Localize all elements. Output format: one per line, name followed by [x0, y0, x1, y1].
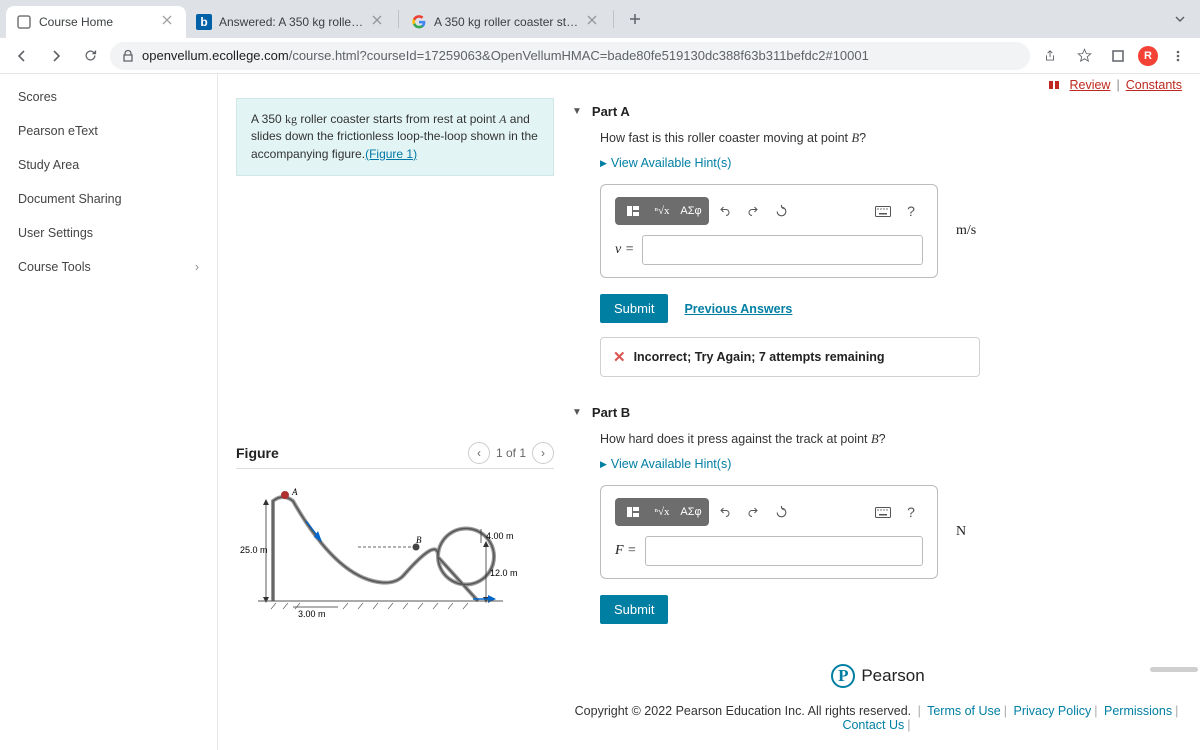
sidebar-item-sharing[interactable]: Document Sharing [0, 182, 217, 216]
undo-icon[interactable] [713, 501, 737, 523]
browser-tab[interactable]: A 350 kg roller coaster starts f… [401, 6, 611, 38]
answer-input-a[interactable] [642, 235, 923, 265]
sidebar-item-study[interactable]: Study Area [0, 148, 217, 182]
tab-title: Course Home [39, 15, 155, 29]
figure-link[interactable]: (Figure 1) [365, 147, 417, 161]
svg-text:4.00 m: 4.00 m [486, 531, 514, 541]
greek-icon[interactable]: ΑΣφ [678, 501, 704, 523]
figure-heading: Figure [236, 445, 279, 461]
share-icon[interactable] [1036, 42, 1064, 70]
scrollbar-thumb[interactable] [1150, 667, 1198, 672]
help-icon[interactable]: ? [899, 501, 923, 523]
undo-icon[interactable] [713, 200, 737, 222]
incorrect-icon: ✕ [613, 348, 626, 366]
profile-avatar[interactable]: R [1138, 46, 1158, 66]
forward-button[interactable] [42, 42, 70, 70]
browser-tab[interactable]: Course Home [6, 6, 186, 38]
bookmark-icon[interactable] [1070, 42, 1098, 70]
tab-favicon [411, 14, 427, 30]
sidebar-item-tools[interactable]: Course Tools› [0, 250, 217, 284]
submit-button-b[interactable]: Submit [600, 595, 668, 624]
review-icon [1049, 78, 1061, 92]
figure-prev-button[interactable]: ‹ [468, 442, 490, 464]
fraction-icon[interactable]: ⁿ√x [649, 501, 675, 523]
previous-answers-link[interactable]: Previous Answers [684, 302, 792, 316]
back-button[interactable] [8, 42, 36, 70]
redo-icon[interactable] [741, 501, 765, 523]
hint-toggle[interactable]: ▶View Available Hint(s) [600, 457, 1184, 471]
tab-title: Answered: A 350 kg roller coa… [219, 15, 365, 29]
pearson-logo: P Pearson [572, 664, 1184, 688]
footer-link-permissions[interactable]: Permissions [1104, 704, 1172, 718]
part-a-question: How fast is this roller coaster moving a… [600, 131, 1184, 146]
format-toolbar: ⁿ√x ΑΣφ [615, 197, 709, 225]
reset-icon[interactable] [769, 200, 793, 222]
browser-toolbar: openvellum.ecollege.com/course.html?cour… [0, 38, 1200, 74]
tab-favicon [16, 14, 32, 30]
collapse-icon: ▼ [572, 106, 582, 117]
svg-text:3.00 m: 3.00 m [298, 609, 326, 619]
format-toolbar: ⁿ√x ΑΣφ [615, 498, 709, 526]
figure-page-indicator: 1 of 1 [496, 446, 526, 460]
collapse-icon: ▼ [572, 407, 582, 418]
template-icon[interactable] [620, 501, 646, 523]
constants-link[interactable]: Constants [1126, 78, 1182, 92]
greek-icon[interactable]: ΑΣφ [678, 200, 704, 222]
answer-box-b: ⁿ√x ΑΣφ ? F = [600, 485, 938, 579]
sidebar: Scores Pearson eText Study Area Document… [0, 74, 218, 750]
variable-label: F = [615, 543, 637, 559]
reading-list-icon[interactable] [1104, 42, 1132, 70]
review-link[interactable]: Review [1069, 78, 1110, 92]
hint-toggle[interactable]: ▶View Available Hint(s) [600, 156, 1184, 170]
svg-text:12.0 m: 12.0 m [490, 568, 518, 578]
svg-text:25.0 m: 25.0 m [240, 545, 268, 555]
footer-link-privacy[interactable]: Privacy Policy [1013, 704, 1091, 718]
variable-label: v = [615, 242, 634, 258]
svg-text:B: B [416, 535, 422, 545]
chevron-right-icon: › [195, 260, 199, 274]
sidebar-item-etext[interactable]: Pearson eText [0, 114, 217, 148]
sidebar-item-scores[interactable]: Scores [0, 80, 217, 114]
feedback-box: ✕ Incorrect; Try Again; 7 attempts remai… [600, 337, 980, 377]
unit-label: m/s [956, 223, 976, 239]
part-a-header[interactable]: ▼ Part A [572, 98, 1184, 131]
answer-input-b[interactable] [645, 536, 924, 566]
browser-tab-strip: Course Home b Answered: A 350 kg roller … [0, 0, 1200, 38]
help-icon[interactable]: ? [899, 200, 923, 222]
footer-link-terms[interactable]: Terms of Use [927, 704, 1001, 718]
tab-favicon: b [196, 14, 212, 30]
answer-box-a: ⁿ√x ΑΣφ ? v = [600, 184, 938, 278]
figure-panel: Figure ‹ 1 of 1 › A [236, 438, 554, 633]
svg-text:A: A [291, 487, 298, 497]
part-b-question: How hard does it press against the track… [600, 432, 1184, 447]
template-icon[interactable] [620, 200, 646, 222]
figure-next-button[interactable]: › [532, 442, 554, 464]
submit-button-a[interactable]: Submit [600, 294, 668, 323]
address-bar[interactable]: openvellum.ecollege.com/course.html?cour… [110, 42, 1030, 70]
close-icon[interactable] [372, 15, 386, 29]
tabs-dropdown-icon[interactable] [1166, 13, 1194, 25]
close-icon[interactable] [162, 15, 176, 29]
top-links: Review | Constants [218, 74, 1200, 92]
browser-tab[interactable]: b Answered: A 350 kg roller coa… [186, 6, 396, 38]
reload-button[interactable] [76, 42, 104, 70]
part-b-header[interactable]: ▼ Part B [572, 399, 1184, 432]
unit-label: N [956, 524, 966, 540]
lock-icon [122, 50, 134, 62]
keyboard-icon[interactable] [871, 200, 895, 222]
redo-icon[interactable] [741, 200, 765, 222]
more-icon[interactable] [1164, 42, 1192, 70]
footer-link-contact[interactable]: Contact Us [842, 718, 904, 732]
keyboard-icon[interactable] [871, 501, 895, 523]
new-tab-button[interactable] [622, 6, 648, 32]
tab-title: A 350 kg roller coaster starts f… [434, 15, 580, 29]
close-icon[interactable] [587, 15, 601, 29]
problem-statement: A 350 kg roller coaster starts from rest… [236, 98, 554, 176]
figure-diagram: A B 25.0 m 3.00 m 12.0 m [236, 469, 554, 633]
fraction-icon[interactable]: ⁿ√x [649, 200, 675, 222]
sidebar-item-settings[interactable]: User Settings [0, 216, 217, 250]
footer: P Pearson Copyright © 2022 Pearson Educa… [572, 646, 1184, 742]
reset-icon[interactable] [769, 501, 793, 523]
